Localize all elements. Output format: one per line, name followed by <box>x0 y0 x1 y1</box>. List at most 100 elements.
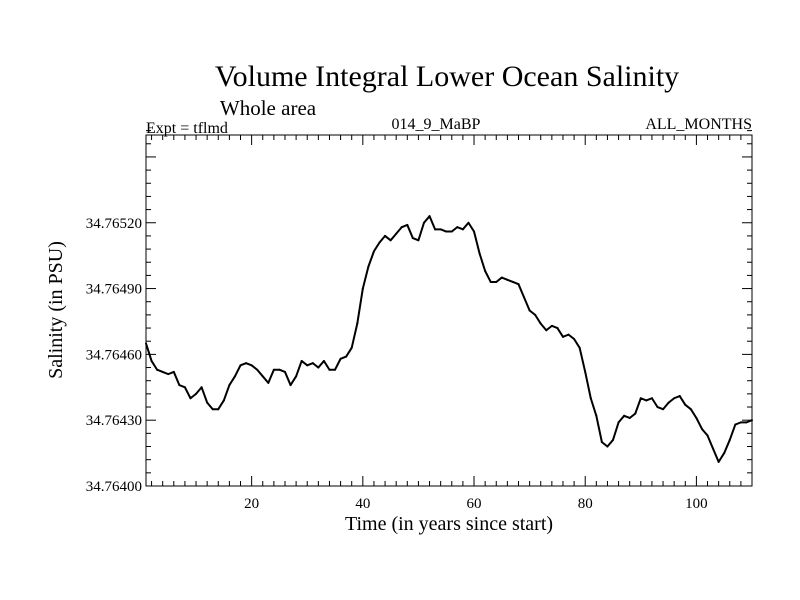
data-point <box>723 452 726 455</box>
data-point <box>712 447 715 450</box>
y-axis-tick-labels: 34.76400 34.76430 34.76460 34.76490 34.76520 <box>86 216 142 495</box>
x-tick-label: 100 <box>685 496 708 512</box>
data-point <box>578 346 581 349</box>
y-tick-label: 34.76460 <box>86 347 142 363</box>
expt-label: Expt = tflmd <box>146 120 228 137</box>
data-point <box>217 408 220 411</box>
data-point <box>645 399 648 402</box>
data-point <box>283 370 286 373</box>
data-point <box>434 228 437 231</box>
data-point <box>350 346 353 349</box>
chart-subtitle: Whole area <box>220 96 317 120</box>
data-point <box>656 406 659 409</box>
x-axis-label: Time (in years since start) <box>345 513 553 535</box>
data-point <box>550 324 553 327</box>
data-point <box>395 232 398 235</box>
data-point <box>211 408 214 411</box>
data-point <box>678 395 681 398</box>
data-point <box>573 338 576 341</box>
data-point <box>634 412 637 415</box>
data-point <box>300 359 303 362</box>
data-point <box>222 399 225 402</box>
x-axis-tick-labels: 20 40 60 80 100 <box>244 496 708 512</box>
data-point <box>339 357 342 360</box>
data-point <box>584 370 587 373</box>
data-point <box>356 322 359 325</box>
data-point <box>345 355 348 358</box>
period-label: ALL_MONTHS <box>645 116 752 133</box>
data-point <box>195 392 198 395</box>
data-point <box>684 403 687 406</box>
data-point <box>428 215 431 218</box>
data-point <box>617 421 620 424</box>
data-point <box>161 370 164 373</box>
data-point <box>445 230 448 233</box>
data-point <box>228 384 231 387</box>
data-point <box>328 368 331 371</box>
data-point <box>495 280 498 283</box>
data-point <box>145 342 147 345</box>
data-point <box>489 280 492 283</box>
y-tick-label: 34.76430 <box>86 413 142 429</box>
x-axis-ticks <box>151 135 753 486</box>
data-point <box>156 368 159 371</box>
data-point <box>695 416 698 419</box>
data-point <box>728 438 731 441</box>
data-point <box>628 416 631 419</box>
data-point <box>439 228 442 231</box>
data-point <box>389 239 392 242</box>
data-point <box>417 239 420 242</box>
data-point <box>367 265 370 268</box>
data-point <box>378 241 381 244</box>
data-point <box>567 333 570 336</box>
data-point <box>500 276 503 279</box>
data-point <box>717 460 720 463</box>
data-point <box>245 362 248 365</box>
data-point <box>673 397 676 400</box>
data-point <box>172 370 175 373</box>
data-point <box>150 359 153 362</box>
data-point <box>545 329 548 332</box>
data-point <box>534 313 537 316</box>
y-tick-label: 34.76520 <box>86 216 142 232</box>
data-point <box>361 287 364 290</box>
data-point <box>484 270 487 273</box>
data-point <box>478 252 481 255</box>
data-point <box>511 280 514 283</box>
data-point <box>167 373 170 376</box>
data-point <box>189 397 192 400</box>
data-point <box>561 335 564 338</box>
series-points <box>145 215 753 463</box>
data-point <box>295 375 298 378</box>
data-point <box>384 234 387 237</box>
data-point <box>517 283 520 286</box>
y-tick-label: 34.76400 <box>86 479 142 495</box>
data-point <box>689 408 692 411</box>
data-point <box>473 230 476 233</box>
data-point <box>272 368 275 371</box>
data-point <box>739 421 742 424</box>
data-point <box>556 327 559 330</box>
data-point <box>306 364 309 367</box>
x-tick-label: 80 <box>578 496 593 512</box>
data-point <box>528 309 531 312</box>
data-point <box>311 362 314 365</box>
data-point <box>612 438 615 441</box>
data-point <box>372 250 375 253</box>
y-axis-label: Salinity (in PSU) <box>45 241 67 379</box>
data-point <box>261 375 264 378</box>
data-point <box>317 366 320 369</box>
data-point <box>422 221 425 224</box>
data-point <box>406 223 409 226</box>
data-point <box>667 401 670 404</box>
data-point <box>706 434 709 437</box>
data-point <box>662 408 665 411</box>
run-label: 014_9_MaBP <box>392 116 481 133</box>
data-point <box>289 384 292 387</box>
data-point <box>623 414 626 417</box>
data-point <box>506 278 509 281</box>
data-point <box>606 445 609 448</box>
data-point <box>589 397 592 400</box>
data-point <box>639 397 642 400</box>
